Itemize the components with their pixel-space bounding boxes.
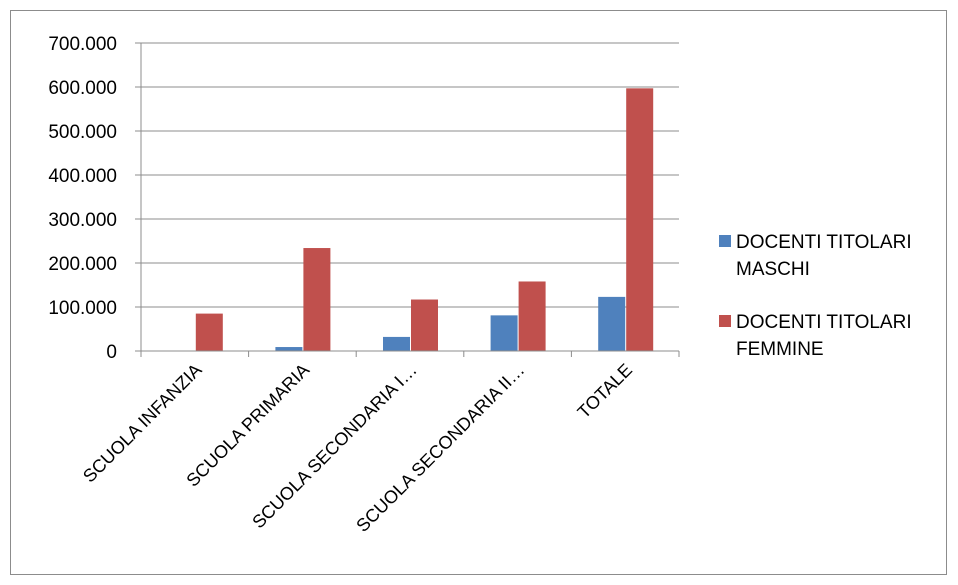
- legend-label: DOCENTI TITOLARI: [736, 312, 912, 333]
- bar-maschi-2: [383, 336, 410, 351]
- category-label: SCUOLA SECONDARIA II…: [352, 360, 528, 536]
- legend: DOCENTI TITOLARI MASCHI DOCENTI TITOLARI FE…: [719, 232, 912, 360]
- bar-femmine-0: [195, 313, 223, 351]
- y-tick-label: 100.000: [48, 298, 117, 319]
- bar-maschi-4: [598, 296, 626, 351]
- y-tick-label: 0: [106, 342, 117, 363]
- legend-label: MASCHI: [736, 259, 810, 280]
- legend-label: DOCENTI TITOLARI: [736, 232, 912, 253]
- bar-maschi-1: [275, 347, 303, 351]
- bar-femmine-3: [518, 281, 546, 351]
- category-label: SCUOLA PRIMARIA: [182, 360, 313, 491]
- y-tick-label: 300.000: [48, 210, 117, 231]
- axes: [135, 42, 680, 357]
- y-tick-label: 400.000: [48, 166, 117, 187]
- bar-femmine-2: [411, 299, 438, 351]
- y-tick-label: 200.000: [48, 254, 117, 275]
- bar-femmine-4: [626, 88, 654, 351]
- bar-femmine-1: [303, 248, 331, 351]
- gridlines: [141, 42, 679, 308]
- y-axis-tick-labels: 0 100.000 200.000 300.000 400.000 500.000 600.…: [48, 34, 117, 363]
- legend-label: FEMMINE: [736, 339, 824, 360]
- legend-swatch: [719, 235, 731, 247]
- y-tick-label: 700.000: [48, 34, 117, 55]
- legend-swatch: [719, 315, 731, 327]
- category-label: SCUOLA INFANZIA: [79, 360, 206, 487]
- chart-frame: [10, 10, 947, 575]
- bar-maschi-3: [490, 315, 518, 351]
- y-tick-label: 500.000: [48, 122, 117, 143]
- y-tick-label: 600.000: [48, 78, 117, 99]
- category-label: TOTALE: [574, 360, 636, 422]
- bars: [167, 88, 654, 351]
